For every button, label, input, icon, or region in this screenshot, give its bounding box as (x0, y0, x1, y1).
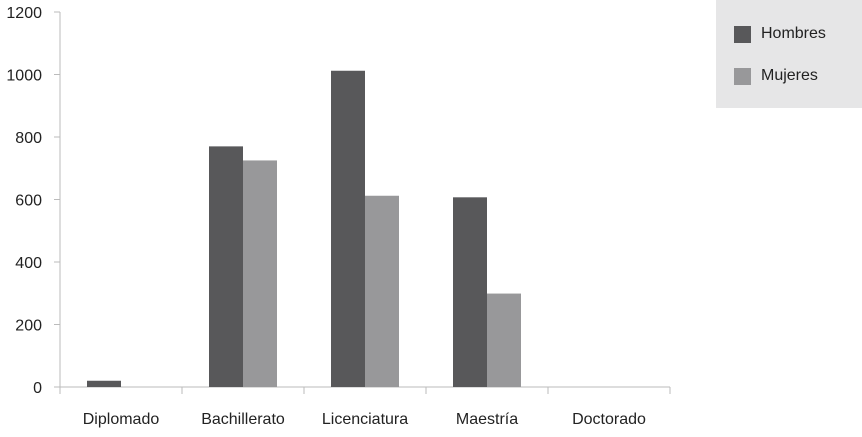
bars (87, 70, 521, 387)
x-tick-label: Licenciatura (322, 411, 408, 428)
axes (54, 11, 671, 394)
y-tick-label: 400 (15, 255, 42, 272)
y-tick-label: 1200 (6, 5, 42, 22)
x-tick-label: Bachillerato (201, 411, 285, 428)
legend: Hombres Mujeres (716, 0, 862, 108)
legend-label-mujeres: Mujeres (761, 67, 818, 84)
y-tick-label: 0 (33, 380, 42, 397)
tick-labels: 0 200 400 600 800 1000 1200 Diplomado Bachillera… (6, 5, 646, 428)
bar-mujeres-maestría (487, 293, 521, 387)
legend-label-hombres: Hombres (761, 25, 826, 42)
x-tick-label: Maestría (456, 411, 518, 428)
y-tick-label: 800 (15, 130, 42, 147)
x-tick-label: Diplomado (83, 411, 160, 428)
bar-mujeres-licenciatura (365, 195, 399, 387)
legend-swatch-hombres (734, 25, 751, 43)
bar-hombres-licenciatura (331, 70, 365, 387)
bar-hombres-bachillerato (209, 146, 243, 387)
legend-swatch-mujeres (734, 67, 751, 85)
legend-item-mujeres: Mujeres (734, 67, 818, 85)
bar-hombres-diplomado (87, 380, 121, 387)
bar-mujeres-bachillerato (243, 160, 277, 387)
bar-hombres-maestría (453, 197, 487, 387)
legend-item-hombres: Hombres (734, 25, 826, 43)
y-tick-label: 1000 (6, 68, 42, 85)
y-tick-label: 200 (15, 318, 42, 335)
y-tick-label: 600 (15, 193, 42, 210)
x-tick-label: Doctorado (572, 411, 646, 428)
